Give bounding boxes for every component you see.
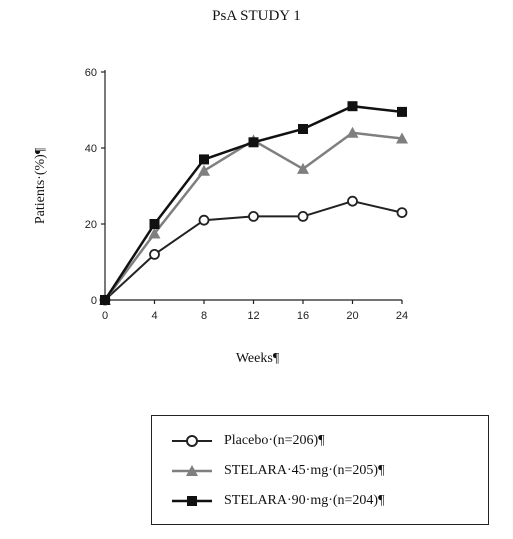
series-1-point-1 xyxy=(148,227,161,239)
series-0-point-5 xyxy=(347,195,358,207)
x-tick-label-4: 16 xyxy=(297,310,309,322)
series-0-point-2 xyxy=(198,214,210,226)
series-0-point-4 xyxy=(297,210,309,222)
y-tick-label-3: 60 xyxy=(85,67,97,79)
legend-entry-placebo: Placebo·(n=206)¶ xyxy=(170,430,325,452)
legend-swatch-stelara-45 xyxy=(172,465,212,476)
y-axis-title: Patients·(%)¶ xyxy=(33,147,48,224)
series-1-point-2 xyxy=(198,164,210,176)
x-tick-label-2: 8 xyxy=(201,310,207,322)
x-tick-label-6: 24 xyxy=(396,310,408,322)
series-2-point-5 xyxy=(347,101,358,112)
series-2-point-0 xyxy=(100,295,110,305)
x-tick-label-0: 0 xyxy=(102,310,108,322)
axes: 0 20 40 60 0 4 8 12 16 20 24 Weeks¶ Patients·(%)¶ xyxy=(33,67,408,366)
series-0-point-3 xyxy=(248,210,259,222)
legend-swatch-stelara-90 xyxy=(172,496,212,506)
legend-entry-stelara-90: STELARA·90·mg·(n=204)¶ xyxy=(170,490,384,512)
legend-label-placebo: Placebo·(n=206)¶ xyxy=(224,433,325,448)
series-2 xyxy=(100,101,407,305)
series-2-point-3 xyxy=(248,137,259,148)
series-0-point-1 xyxy=(149,248,160,260)
y-tick-label-2: 40 xyxy=(85,143,97,155)
series-1-point-4 xyxy=(297,162,309,174)
x-tick-label-3: 12 xyxy=(247,310,259,322)
line-chart: 0 20 40 60 0 4 8 12 16 20 24 Weeks¶ Patients·(%)¶ xyxy=(33,67,408,366)
legend-label-stelara-45: STELARA·45·mg·(n=205)¶ xyxy=(224,463,385,478)
x-tick-label-1: 4 xyxy=(151,310,157,322)
series-0 xyxy=(99,195,408,306)
x-axis-title: Weeks¶ xyxy=(236,351,280,366)
y-tick-label-0: 0 xyxy=(91,295,97,307)
series-2-point-1 xyxy=(149,219,160,229)
series-2-point-4 xyxy=(298,124,308,134)
legend: Placebo·(n=206)¶ STELARA·45·mg·(n=205)¶ … xyxy=(151,415,489,525)
x-tick-label-5: 20 xyxy=(346,310,358,322)
series-1-point-5 xyxy=(346,126,359,138)
series-layer xyxy=(99,101,408,306)
legend-label-stelara-90: STELARA·90·mg·(n=204)¶ xyxy=(224,493,385,508)
series-2-point-6 xyxy=(397,106,407,117)
series-0-point-6 xyxy=(396,207,408,219)
legend-entry-stelara-45: STELARA·45·mg·(n=205)¶ xyxy=(170,460,384,482)
chart-title: PsA STUDY 1 xyxy=(212,8,301,24)
series-2-point-2 xyxy=(199,154,209,165)
series-1-point-6 xyxy=(396,132,408,144)
legend-swatch-placebo xyxy=(172,435,212,447)
y-tick-label-1: 20 xyxy=(85,219,97,231)
